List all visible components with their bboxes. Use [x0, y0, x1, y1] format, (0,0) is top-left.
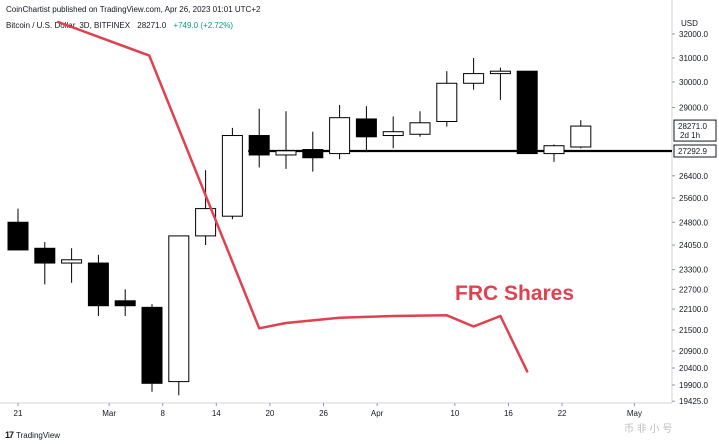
tradingview-logo-icon: 17: [5, 430, 14, 440]
x-tick-label: 21: [14, 409, 23, 418]
candle: [61, 248, 83, 283]
x-tick-label: Mar: [102, 409, 116, 418]
x-tick-label: 8: [160, 409, 165, 418]
candle: [543, 144, 565, 162]
published-caption: CoinChartist published on TradingView.co…: [6, 5, 261, 14]
candle: [409, 111, 431, 137]
candle-body: [248, 135, 270, 156]
candle-body: [114, 300, 136, 307]
candle-body: [329, 117, 351, 155]
candle-body: [168, 235, 190, 383]
candle-body: [463, 73, 485, 84]
candle-body: [221, 135, 243, 217]
y-tick-label: 20900.0: [679, 347, 708, 356]
level-price-label: 27292.9: [678, 147, 707, 156]
y-tick-label: 24050.0: [679, 241, 708, 250]
candle-body: [141, 306, 163, 384]
bar-countdown-label: 2d 1h: [680, 131, 700, 140]
candle: [382, 116, 404, 149]
frc-shares-line: [56, 20, 529, 373]
last-price-value: 28271.0: [137, 21, 167, 30]
x-tick-label: 14: [212, 409, 221, 418]
x-tick-label: 10: [450, 409, 459, 418]
tradingview-logo-text: TradingView: [16, 430, 61, 440]
x-tick-label: Apr: [371, 409, 384, 418]
candle: [114, 289, 136, 316]
candle: [195, 170, 217, 245]
candle: [221, 127, 243, 220]
candle-body: [87, 262, 109, 307]
last-price-label: 28271.0: [678, 122, 707, 131]
y-tick-label: 32000.0: [679, 30, 708, 39]
candle: [355, 106, 377, 153]
x-tick-label: May: [627, 409, 642, 418]
tradingview-logo[interactable]: 17 TradingView: [5, 430, 60, 440]
y-tick-label: 29000.0: [679, 103, 708, 112]
candle: [168, 235, 190, 396]
candle-body: [275, 150, 297, 156]
x-tick-label: 20: [265, 409, 274, 418]
y-tick-label: 19425.0: [679, 397, 708, 406]
candle: [489, 67, 511, 100]
candle: [275, 111, 297, 169]
axis-currency: USD: [681, 19, 698, 28]
y-tick-label: 22700.0: [679, 285, 708, 294]
level-price-tag: [673, 144, 717, 158]
candle: [516, 70, 538, 155]
candle: [34, 241, 56, 285]
y-tick-label: 30000.0: [679, 78, 708, 87]
x-tick-label: 16: [504, 409, 513, 418]
candle: [329, 104, 351, 160]
candle-body: [61, 259, 83, 264]
frc-shares-label: FRC Shares: [455, 282, 574, 305]
candle-body: [543, 145, 565, 155]
candle-body: [436, 82, 458, 123]
x-tick-label: 22: [558, 409, 567, 418]
y-tick-label: 31000.0: [679, 54, 708, 63]
y-tick-label: 19900.0: [679, 381, 708, 390]
candle: [248, 108, 270, 168]
last-price-tag: [673, 119, 717, 142]
price-change: +749.0 (+2.72%): [173, 21, 234, 30]
candle-body: [382, 131, 404, 137]
candle: [570, 120, 592, 149]
watermark: 币 非 小 号: [624, 424, 673, 435]
y-tick-label: 22100.0: [679, 305, 708, 314]
candle: [87, 254, 109, 316]
y-tick-label: 20400.0: [679, 364, 708, 373]
candle-body: [409, 122, 431, 135]
candle-body: [355, 118, 377, 138]
y-tick-label: 21500.0: [679, 326, 708, 335]
y-tick-label: 26400.0: [679, 172, 708, 181]
y-tick-label: 25600.0: [679, 194, 708, 203]
candle-body: [34, 247, 56, 264]
candle: [7, 208, 29, 251]
candle-body: [570, 125, 592, 148]
y-tick-label: 23300.0: [679, 266, 708, 275]
x-tick-label: 26: [319, 409, 328, 418]
candle-body: [302, 149, 324, 159]
candle: [141, 304, 163, 392]
candle: [302, 131, 324, 172]
candle: [436, 71, 458, 127]
candle-body: [489, 70, 511, 75]
candle: [463, 58, 485, 90]
candle-body: [516, 70, 538, 155]
y-tick-label: 24800.0: [679, 218, 708, 227]
candle-body: [7, 221, 29, 251]
